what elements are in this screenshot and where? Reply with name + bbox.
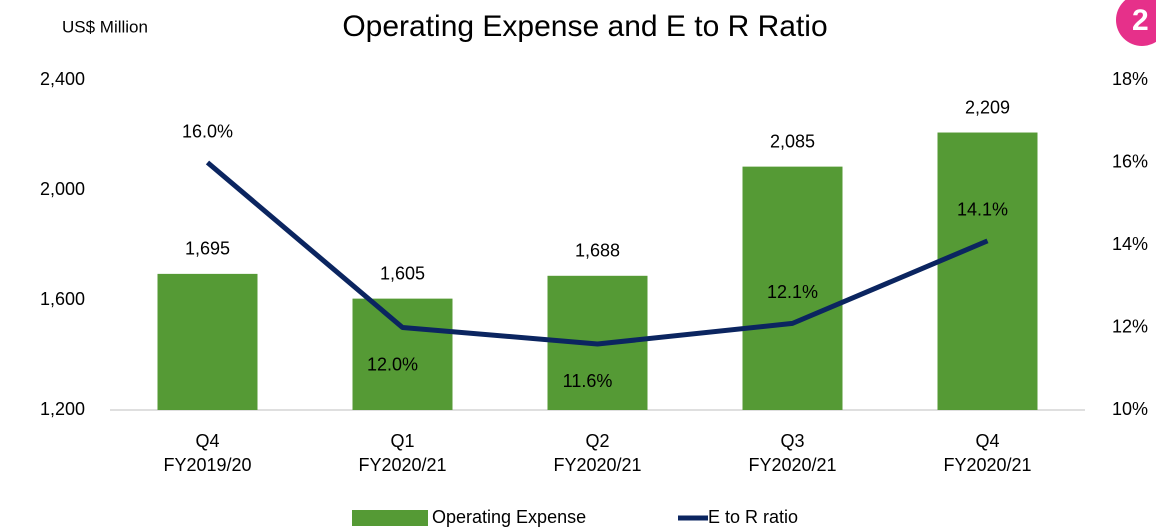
x-tick-label: FY2019/20 [163, 455, 251, 475]
line [205, 160, 989, 347]
chart-title: Operating Expense and E to R Ratio [342, 10, 827, 43]
y-axis-label: US$ Million [62, 17, 148, 36]
bar [157, 273, 258, 410]
x-tick-label: Q4 [195, 431, 219, 451]
page-badge-circle [1116, 0, 1156, 46]
y2-tick-label: 12% [1112, 316, 1148, 336]
line-value-label: 11.6% [563, 371, 613, 391]
y2-tick-label: 18% [1112, 69, 1148, 89]
y-tick-label: 2,000 [40, 179, 85, 199]
bar [352, 298, 453, 410]
legend-label: E to R ratio [708, 507, 798, 527]
y2-tick-label: 16% [1112, 151, 1148, 171]
x-tick-label: Q1 [390, 431, 414, 451]
x-tick-label: Q4 [975, 431, 999, 451]
bar-value-label: 1,695 [185, 239, 230, 259]
x-tick-label: FY2020/21 [358, 455, 446, 475]
bar [937, 132, 1038, 410]
bar-value-label: 2,085 [770, 131, 815, 151]
x-tick-label: FY2020/21 [748, 455, 836, 475]
line-value-label: 12.1% [767, 282, 818, 302]
line-value-label: 16.0% [182, 121, 233, 141]
y-tick-label: 2,400 [40, 69, 85, 89]
legend-label: Operating Expense [432, 507, 586, 527]
x-tick-label: FY2020/21 [553, 455, 641, 475]
x-tick-label: FY2020/21 [943, 455, 1031, 475]
line-value-label: 14.1% [957, 200, 1008, 220]
legend-swatch [352, 510, 428, 526]
bar-value-label: 1,688 [575, 241, 620, 261]
y-tick-label: 1,200 [40, 399, 85, 419]
line-value-label: 12.0% [367, 354, 418, 374]
bar-value-label: 1,605 [380, 263, 425, 283]
x-tick-label: Q3 [780, 431, 804, 451]
y2-tick-label: 14% [1112, 234, 1148, 254]
bar [742, 166, 843, 410]
x-tick-label: Q2 [585, 431, 609, 451]
bar-value-label: 2,209 [965, 97, 1010, 117]
page-badge: 2 [1132, 4, 1149, 37]
y-tick-label: 1,600 [40, 289, 85, 309]
y2-tick-label: 10% [1112, 399, 1148, 419]
